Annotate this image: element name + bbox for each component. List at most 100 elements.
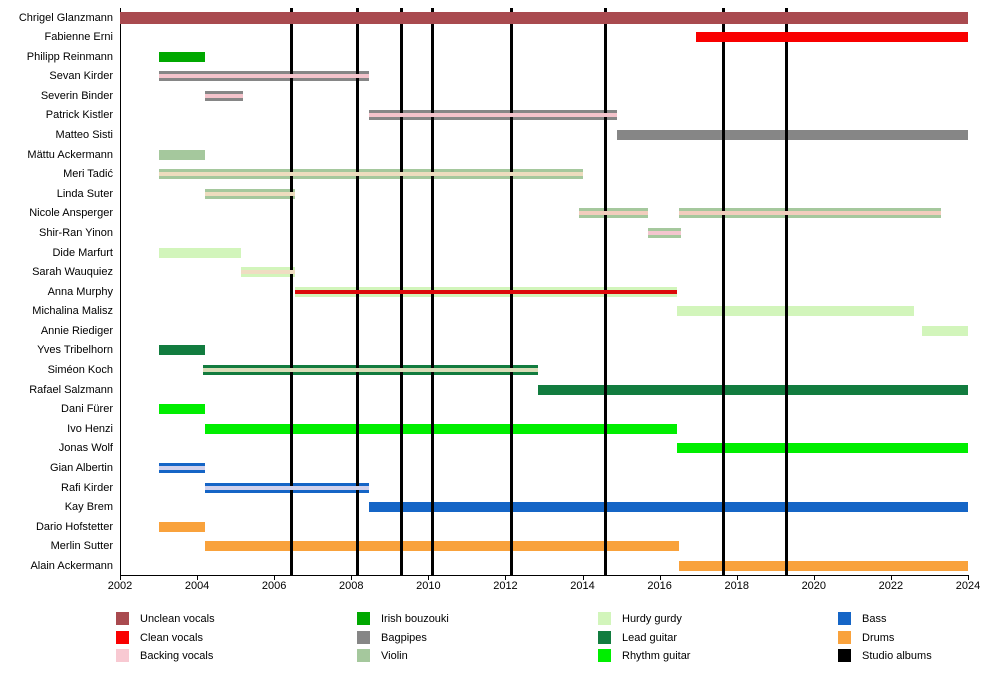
member-label: Sevan Kirder	[49, 70, 113, 83]
x-axis-tick	[890, 575, 892, 580]
timeline-bar	[676, 443, 968, 454]
legend-label-rhythm-guitar: Rhythm guitar	[622, 650, 691, 662]
studio-album-line	[290, 8, 294, 575]
member-label: Dario Hofstetter	[35, 520, 113, 533]
legend-swatch-backing-vocals	[116, 649, 129, 662]
legend-label-unclean-vocals: Unclean vocals	[140, 613, 215, 625]
x-axis-tick	[968, 575, 969, 580]
member-label: Patrick Kistler	[45, 109, 113, 122]
x-axis-tick-label: 2014	[570, 580, 595, 592]
timeline-bar	[676, 306, 915, 317]
timeline-bar	[538, 384, 968, 395]
timeline-bar	[204, 541, 679, 552]
member-label: Alain Ackermann	[30, 559, 113, 572]
role-stripe	[202, 368, 539, 373]
x-axis-tick-label: 2022	[878, 580, 904, 592]
legend-swatch-lead-guitar	[598, 630, 611, 644]
timeline-bar	[921, 325, 968, 336]
timeline-bar	[696, 32, 968, 43]
member-label: Rafi Kirder	[61, 481, 113, 494]
x-axis-tick	[120, 575, 121, 580]
role-stripe	[204, 93, 244, 98]
x-axis-tick	[505, 575, 507, 580]
timeline-bar	[617, 130, 968, 141]
x-axis-tick	[582, 575, 584, 580]
member-label: Kay Brem	[64, 501, 113, 514]
x-axis-tick-label: 2010	[416, 580, 441, 592]
member-label: Merlin Sutter	[50, 540, 113, 553]
x-axis-tick	[274, 575, 276, 580]
member-label: Matteo Sisti	[55, 129, 113, 142]
legend-label-lead-guitar: Lead guitar	[622, 631, 678, 644]
role-stripe	[204, 485, 369, 490]
member-label: Dani Fürer	[61, 403, 113, 416]
timeline-bar	[158, 345, 205, 356]
member-label: Rafael Salzmann	[29, 383, 113, 396]
legend-swatch-bagpipes	[357, 630, 370, 644]
legend-swatch-hurdy-gurdy	[598, 612, 611, 625]
x-axis-tick	[428, 575, 430, 580]
role-stripe	[204, 191, 296, 196]
member-label: Yves Tribelhorn	[37, 344, 113, 357]
member-label: Sarah Wauquiez	[32, 266, 113, 279]
timeline-bar	[158, 404, 205, 415]
member-label: Fabienne Erni	[44, 31, 114, 44]
studio-album-line	[785, 8, 789, 575]
member-label: Gian Albertin	[50, 461, 113, 474]
x-axis-tick-label: 2020	[801, 580, 827, 592]
member-label: Jonas Wolf	[58, 442, 113, 455]
member-label: Nicole Ansperger	[29, 207, 113, 220]
role-stripe	[158, 74, 369, 79]
role-stripe	[648, 230, 681, 235]
timeline-bar	[368, 502, 968, 513]
member-label: Shir-Ran Yinon	[39, 226, 113, 239]
x-axis-tick-label: 2016	[647, 580, 672, 592]
role-stripe	[578, 211, 649, 216]
member-label: Linda Suter	[56, 187, 113, 200]
legend-label-drums: Drums	[862, 631, 895, 644]
legend-label-backing-vocals: Backing vocals	[140, 650, 214, 662]
role-stripe	[295, 289, 677, 294]
legend-swatch-rhythm-guitar	[598, 649, 611, 662]
legend-label-irish-bouzouki: Irish bouzouki	[381, 613, 449, 625]
timeline-bar	[678, 560, 968, 571]
member-label: Severin Binder	[40, 89, 113, 102]
studio-album-line	[721, 8, 725, 575]
timeline-bar	[158, 247, 242, 258]
legend-label-bagpipes: Bagpipes	[381, 631, 427, 644]
timeline-bar	[120, 11, 968, 24]
member-label: Meri Tadić	[63, 168, 113, 181]
member-label: Chrigel Glanzmann	[18, 11, 113, 24]
member-label: Siméon Koch	[47, 364, 113, 377]
role-stripe	[368, 113, 618, 118]
member-label: Ivo Henzi	[67, 422, 113, 435]
member-label: Anna Murphy	[47, 285, 113, 298]
legend-swatch-bass	[838, 612, 851, 625]
x-axis-line	[120, 575, 969, 576]
legend-swatch-violin	[357, 649, 370, 662]
member-label: Mättu Ackermann	[27, 148, 113, 161]
x-axis-tick-label: 2006	[261, 580, 287, 592]
timeline-bar	[204, 423, 677, 434]
legend-label-violin: Violin	[381, 650, 408, 662]
role-stripe	[158, 465, 205, 470]
x-axis-tick-label: 2002	[107, 580, 133, 592]
x-axis-tick	[813, 575, 815, 580]
legend-swatch-drums	[838, 630, 851, 644]
legend-swatch-studio-albums	[838, 649, 851, 662]
legend-label-hurdy-gurdy: Hurdy gurdy	[622, 613, 682, 625]
member-label: Annie Riediger	[40, 324, 113, 337]
x-axis-tick	[736, 575, 738, 580]
x-axis-tick-label: 2008	[339, 580, 364, 592]
timeline-bar	[158, 149, 205, 160]
role-stripe	[678, 211, 941, 216]
legend-swatch-irish-bouzouki	[357, 612, 370, 625]
y-axis-line	[120, 8, 121, 575]
timeline-bar	[158, 521, 205, 532]
member-label: Michalina Malisz	[32, 305, 113, 318]
legend-swatch-unclean-vocals	[116, 612, 129, 625]
x-axis-tick	[659, 575, 661, 580]
x-axis-tick-label: 2024	[955, 580, 981, 592]
x-axis-tick	[351, 575, 353, 580]
